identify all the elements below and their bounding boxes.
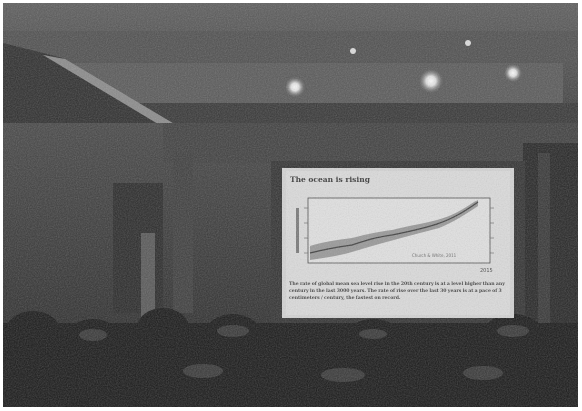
ceiling-light-left <box>285 77 305 97</box>
projected-slide: 2015 Church & White, 2011 The ocean is r… <box>282 168 514 318</box>
x-tick-end: 2015 <box>480 268 493 274</box>
ceiling-beam <box>3 31 578 61</box>
ceiling-light-small <box>350 48 356 54</box>
y-axis-label-mark <box>296 208 299 253</box>
slide-title: The ocean is rising <box>290 175 370 184</box>
ceiling-light-small-2 <box>465 40 471 46</box>
source-note: Church & White, 2011 <box>412 253 457 258</box>
back-wall-upper <box>163 123 578 163</box>
conference-room-photo: 2015 Church & White, 2011 The ocean is r… <box>3 3 578 407</box>
right-pillar <box>538 153 550 323</box>
ceiling-panel <box>63 63 563 103</box>
left-curtain <box>113 183 163 313</box>
ceiling-light-right <box>504 64 522 82</box>
slide-caption: The rate of global mean sea level rise i… <box>289 282 505 301</box>
left-pillar <box>173 153 193 313</box>
flag-stand <box>141 233 155 323</box>
ceiling-light-center <box>419 69 443 93</box>
right-wall-panel <box>523 143 578 323</box>
